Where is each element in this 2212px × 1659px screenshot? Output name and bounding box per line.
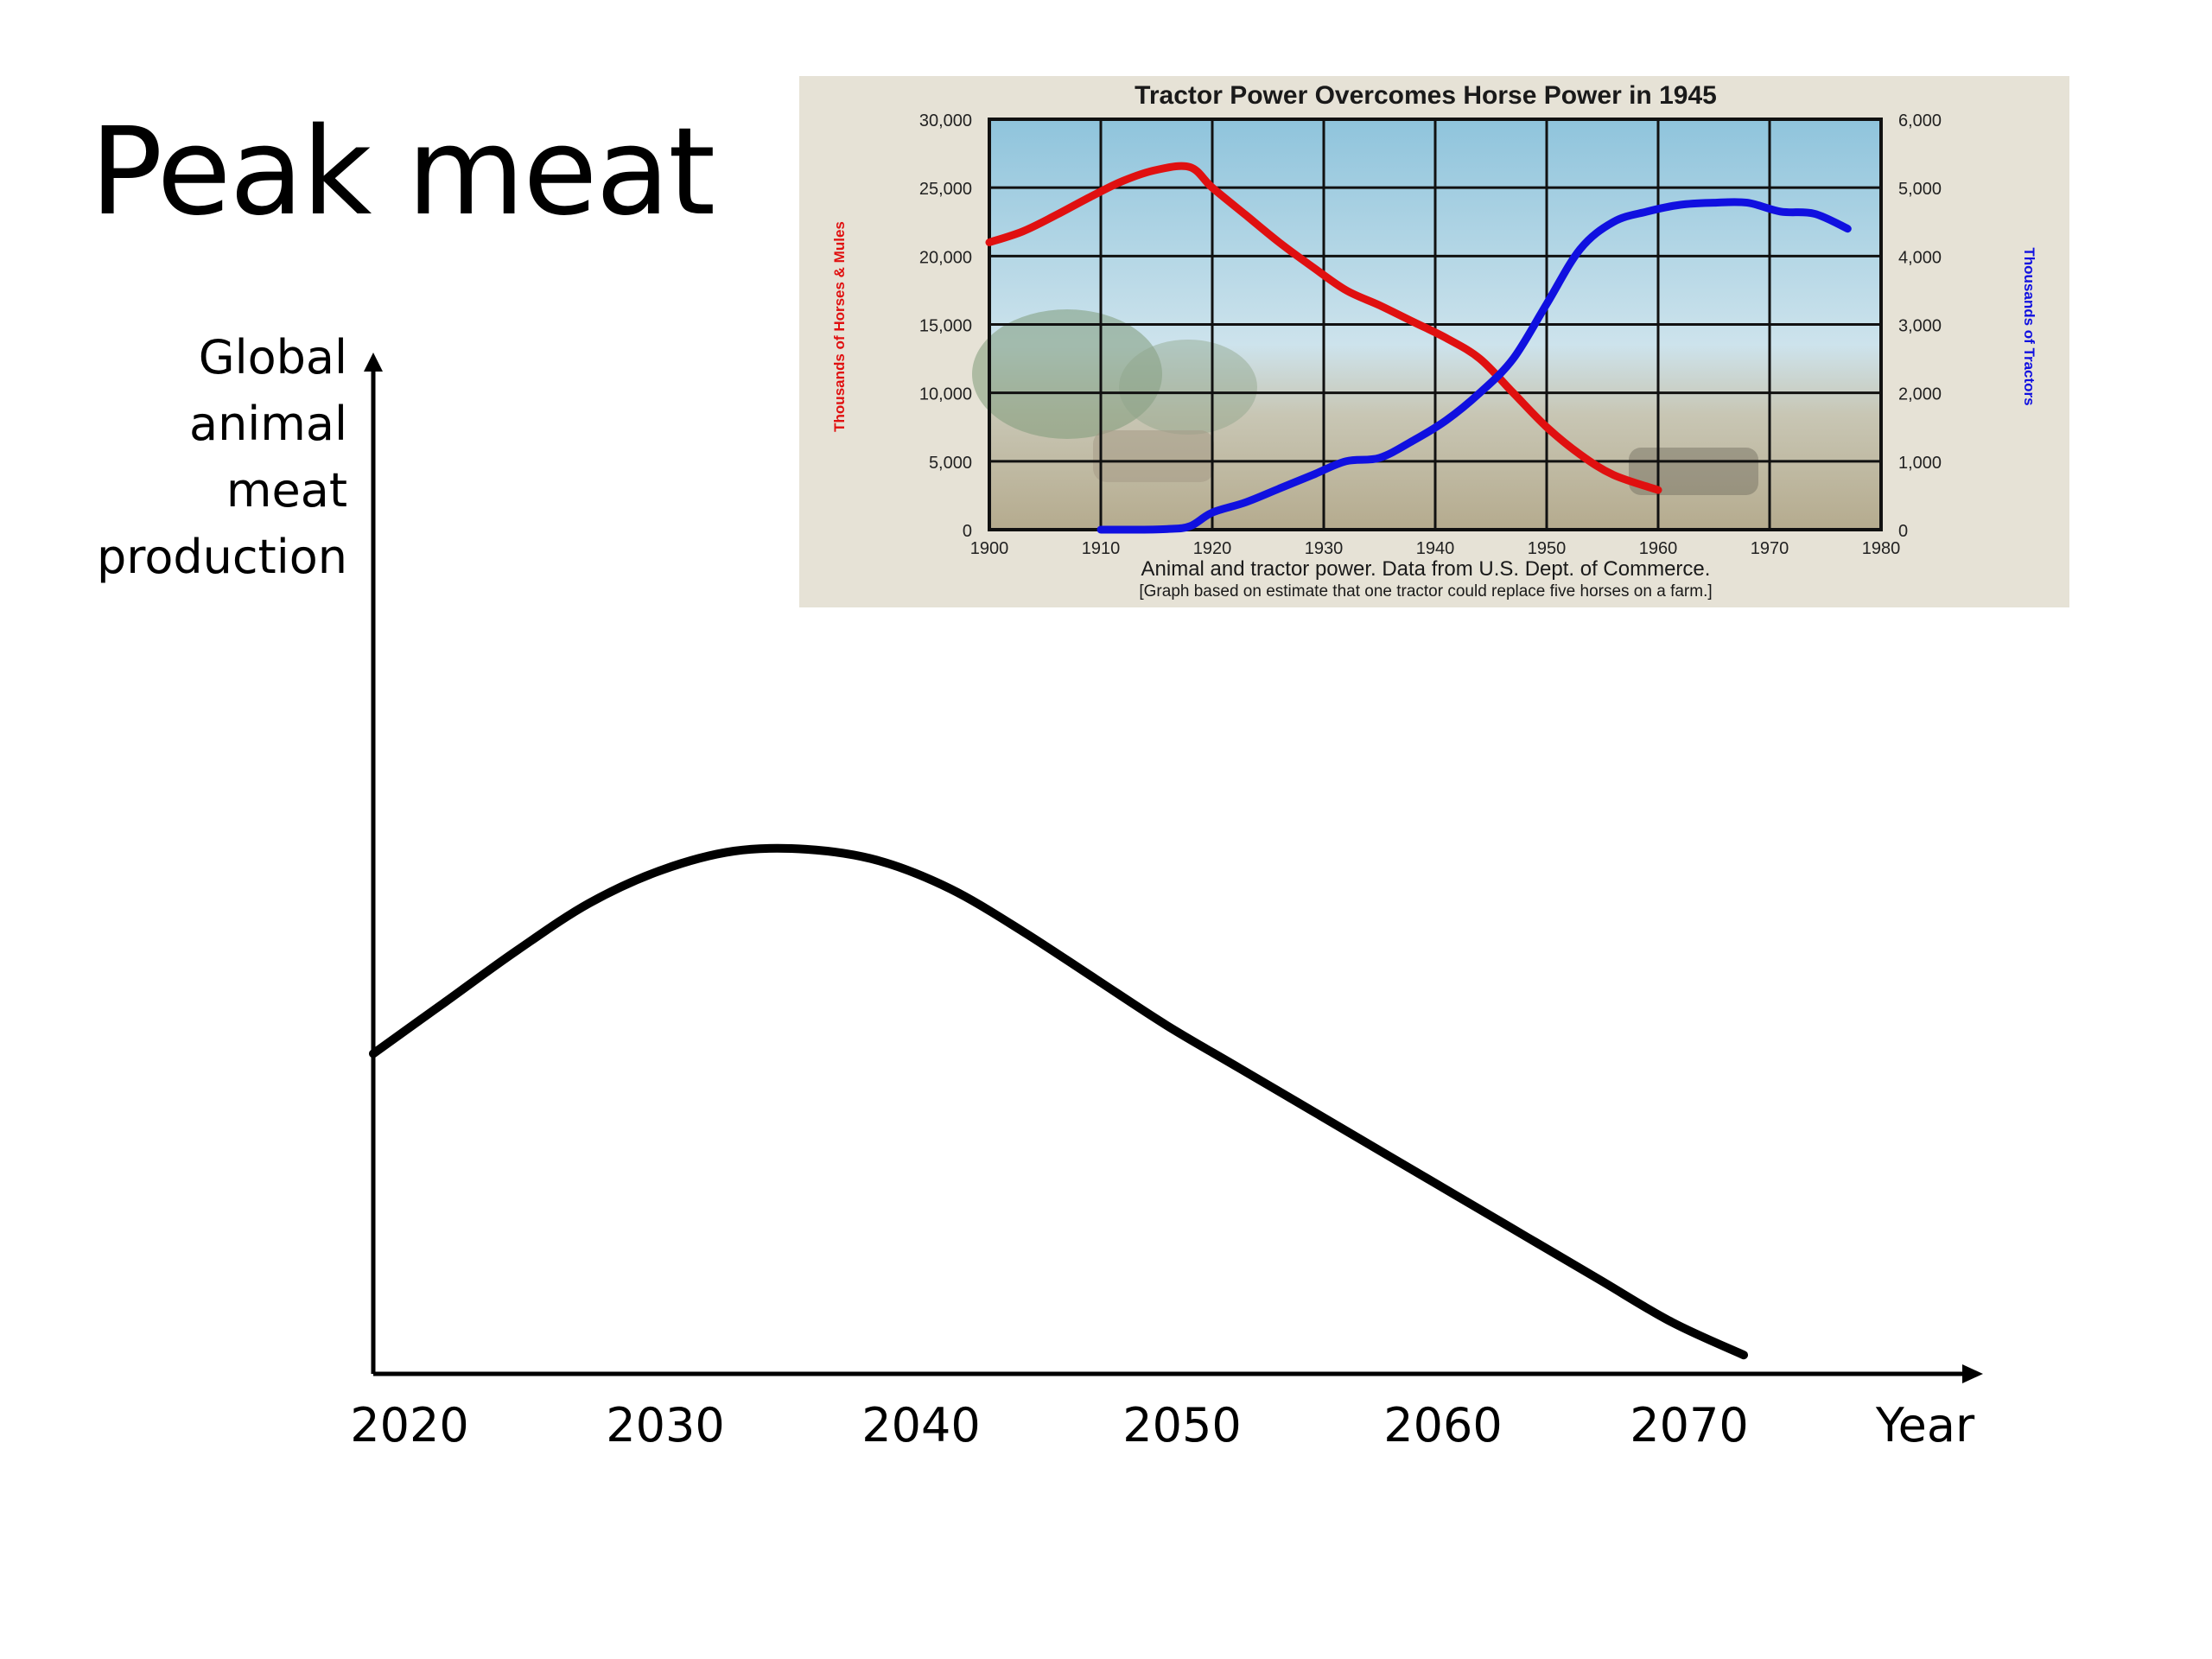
right-y-tick-label: 0	[1898, 522, 1908, 541]
tree-silhouette	[972, 309, 1162, 439]
y-axis-label-line: animal	[189, 397, 347, 451]
right-y-tick-label: 4,000	[1898, 248, 1942, 267]
left-y-tick-label: 15,000	[919, 317, 972, 336]
left-y-tick-label: 25,000	[919, 180, 972, 199]
peak-meat-chart-svg: Global animal meat production 2020 2030 2040 20…	[97, 330, 1983, 1452]
left-y-tick-label: 5,000	[929, 454, 972, 473]
horses-mules-line	[985, 162, 1662, 494]
meat-production-curve	[369, 843, 1748, 1360]
x-tick-label: 1930	[1305, 539, 1344, 558]
x-tick-label: 2070	[1630, 1398, 1748, 1452]
x-axis-label: Year	[1875, 1398, 1975, 1452]
inset-chart-title: Tractor Power Overcomes Horse Power in 1…	[1135, 81, 1717, 110]
y-axis-arrowhead	[364, 353, 383, 372]
right-y-axis-label: Thousands of Tractors	[2021, 247, 2037, 405]
y-axis-label-line: production	[97, 530, 347, 584]
tractor-silhouette	[1629, 448, 1758, 495]
left-y-tick-label: 0	[963, 522, 972, 541]
x-tick-label: 1900	[970, 539, 1009, 558]
x-tick-label: 2020	[350, 1398, 468, 1452]
right-y-tick-label: 5,000	[1898, 180, 1942, 199]
slide-title: Peak meat	[90, 102, 715, 243]
left-y-tick-label: 30,000	[919, 111, 972, 130]
left-y-axis-label: Thousands of Horses & Mules	[831, 221, 848, 432]
x-tick-label: 1950	[1528, 539, 1567, 558]
right-y-tick-label: 1,000	[1898, 454, 1942, 473]
tree-silhouette	[1119, 340, 1257, 435]
right-y-tick-label: 3,000	[1898, 317, 1942, 336]
right-y-tick-label: 2,000	[1898, 385, 1942, 404]
y-axis-label-line: meat	[226, 463, 347, 518]
y-axis-label-line: Global	[199, 330, 347, 385]
inset-caption-line: Animal and tractor power. Data from U.S.…	[1141, 557, 1711, 581]
tractors-line	[1096, 198, 1852, 534]
plot-frame	[988, 118, 1883, 531]
horse-team-silhouette	[1093, 430, 1214, 482]
x-tick-label: 1940	[1416, 539, 1455, 558]
inset-caption-line: [Graph based on estimate that one tracto…	[1139, 582, 1712, 601]
left-y-tick-label: 10,000	[919, 385, 972, 404]
x-tick-label: 1980	[1862, 539, 1901, 558]
x-tick-label: 2030	[606, 1398, 724, 1452]
tractor-vs-horse-chart-svg: Tractor Power Overcomes Horse Power in 1…	[831, 81, 2037, 601]
peak-meat-chart: Global animal meat production 2020 2030 2040 20…	[0, 311, 2212, 1521]
x-tick-label: 2040	[861, 1398, 980, 1452]
left-y-tick-label: 20,000	[919, 248, 972, 267]
x-tick-label: 1960	[1639, 539, 1678, 558]
x-tick-label: 2050	[1122, 1398, 1241, 1452]
x-tick-label: 2060	[1383, 1398, 1502, 1452]
x-tick-label: 1920	[1193, 539, 1232, 558]
x-tick-label: 1910	[1082, 539, 1121, 558]
tractor-vs-horse-chart: Tractor Power Overcomes Horse Power in 1…	[799, 76, 2069, 607]
right-y-tick-label: 6,000	[1898, 111, 1942, 130]
x-tick-label: 1970	[1751, 539, 1789, 558]
x-axis-arrowhead	[1962, 1364, 1983, 1383]
